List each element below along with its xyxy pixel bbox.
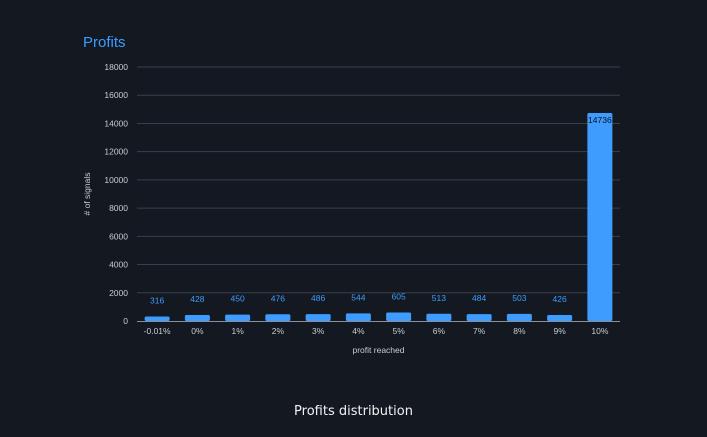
data-labels: 316 428 450 476 486 544 605 513 484 503 426 14736: [150, 115, 612, 305]
x-tick-label: -0.01%: [144, 326, 171, 336]
data-label: 426: [553, 294, 567, 304]
y-tick-label: 14000: [104, 118, 128, 128]
x-axis-title: profit reached: [353, 345, 405, 355]
y-tick-label: 6000: [109, 231, 128, 241]
data-label: 544: [351, 292, 365, 302]
bar: [506, 313, 532, 321]
data-label: 14736: [588, 115, 612, 125]
x-axis-ticks: -0.01% 0% 1% 2% 3% 4% 5% 6% 7% 8% 9% 10%: [144, 326, 609, 336]
bar: [305, 314, 331, 321]
x-tick-label: 5%: [392, 326, 405, 336]
data-label: 476: [271, 293, 285, 303]
figure-caption: Profits distribution: [294, 404, 413, 419]
data-label: 484: [472, 293, 486, 303]
bar: [386, 312, 412, 321]
y-tick-label: 12000: [104, 147, 128, 157]
y-tick-label: 4000: [109, 260, 128, 270]
y-tick-label: 10000: [104, 175, 128, 185]
x-tick-label: 1%: [231, 326, 244, 336]
y-tick-label: 8000: [109, 203, 128, 213]
data-label: 450: [231, 294, 245, 304]
data-label: 503: [512, 293, 526, 303]
data-label: 486: [311, 293, 325, 303]
y-tick-label: 0: [123, 316, 128, 326]
x-tick-label: 0%: [191, 326, 204, 336]
bar: [265, 314, 291, 321]
x-tick-label: 6%: [433, 326, 446, 336]
x-tick-label: 8%: [513, 326, 526, 336]
gridlines: [137, 66, 620, 294]
bar: [345, 313, 371, 321]
data-label: 513: [432, 293, 446, 303]
bar: [144, 316, 170, 321]
bar: [547, 314, 573, 321]
x-tick-label: 9%: [553, 326, 566, 336]
x-tick-label: 10%: [591, 326, 608, 336]
x-tick-label: 7%: [473, 326, 486, 336]
bars: [144, 113, 613, 321]
y-axis-title: # of signals: [82, 173, 92, 216]
bar: [225, 314, 251, 321]
x-tick-label: 4%: [352, 326, 365, 336]
data-label: 316: [150, 296, 164, 306]
data-label: 428: [190, 294, 204, 304]
x-tick-label: 3%: [312, 326, 325, 336]
y-tick-label: 18000: [104, 62, 128, 72]
data-label: 605: [392, 291, 406, 301]
bar: [466, 314, 492, 321]
bar: [587, 113, 613, 321]
bar: [184, 314, 210, 321]
y-tick-label: 2000: [109, 288, 128, 298]
bar: [426, 313, 452, 321]
y-tick-label: 16000: [104, 90, 128, 100]
x-tick-label: 2%: [272, 326, 285, 336]
chart-title: Profits: [83, 34, 126, 51]
y-axis-ticks: 0 2000 4000 6000 8000 10000 12000 14000 16000 180…: [104, 62, 128, 326]
